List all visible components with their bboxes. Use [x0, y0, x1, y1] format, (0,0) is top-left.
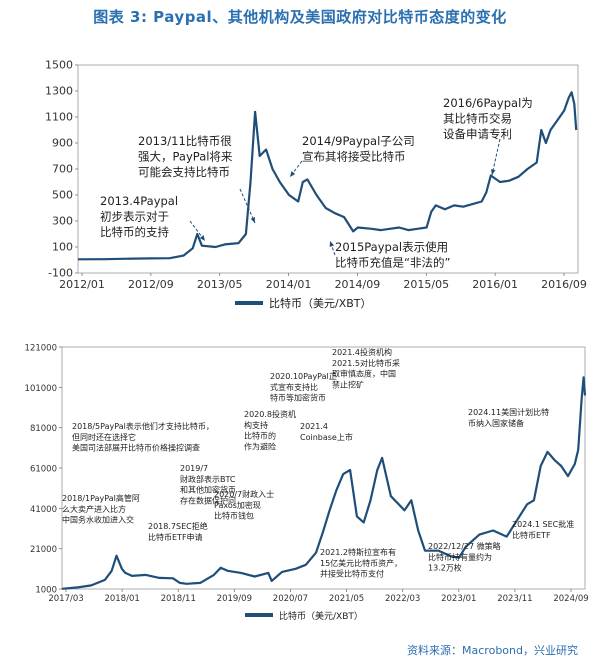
x-tick-label: 2017/03 [48, 594, 83, 604]
arrow-head [490, 169, 496, 175]
figure-title: 图表 3: Paypal、其他机构及美国政府对比特币态度的变化 [93, 8, 507, 26]
price-series-line [77, 91, 578, 261]
y-tick-label: 81000 [30, 424, 57, 434]
y-tick-label: 21000 [30, 545, 57, 555]
annotation-arrow [491, 138, 501, 176]
x-tick-label: 2014/09 [335, 278, 381, 291]
x-tick-label: 2016/09 [541, 278, 587, 291]
x-tick-label: 2018/01 [104, 594, 139, 604]
y-tick-label: 300 [52, 215, 73, 228]
y-tick-label: 1500 [45, 59, 73, 72]
chart-2012-2017: -100 100 300 500 700 900 1100 1300 1500 2012/01 20… [45, 59, 587, 311]
x-tick-label: 2023/11 [497, 594, 532, 604]
annotation-text: 2018/1PayPal高管阿么大卖产进入比方中国务水收加进入交 [62, 493, 140, 525]
legend-label: 比特币（美元/XBT） [269, 296, 372, 310]
x-tick-label: 2013/05 [197, 278, 243, 291]
arrow-head [250, 217, 255, 223]
x-tick-label: 2020/07 [273, 594, 308, 604]
y-tick-label: 1000 [35, 586, 57, 596]
x-tick-label: 2012/09 [128, 278, 174, 291]
y-tick-label: 41000 [30, 505, 57, 515]
annotation-text: 2018.7SEC拒绝比特币ETF申请 [148, 521, 208, 542]
annotation-text: 2020/7财政入士 Paxos加密现比特币钱包 [214, 489, 274, 521]
annotation-text: 2024.1 SEC批准比特币ETF [512, 519, 574, 540]
y-tick-label: 100 [52, 241, 73, 254]
chart-2017-2024: 1000 21000 41000 61000 81000 101000 121000 2017… [25, 344, 589, 623]
annotation-text: 2013.4Paypal 初步表示对于比特币的支持 [100, 194, 178, 239]
y-tick-label: 1300 [45, 85, 73, 98]
y-tick-label: 101000 [25, 384, 57, 394]
x-tick-label: 2019/09 [217, 594, 252, 604]
annotation-text: 2015Paypal表示使用比特币充值是“非法的” [335, 240, 450, 270]
x-tick-label: 2015/05 [403, 278, 449, 291]
annotation-text: 2020.10PayPal正式宣布支持比特币等加密货币 [270, 372, 337, 403]
source-note: 资料来源：Macrobond，兴业研究 [407, 644, 578, 657]
y-tick-label: 500 [52, 189, 73, 202]
y-tick-label: -100 [48, 267, 73, 280]
x-tick-label: 2012/01 [59, 278, 105, 291]
x-tick-label: 2021/05 [329, 594, 364, 604]
y-tick-label: 900 [52, 137, 73, 150]
annotation-text: 2018/5PayPal表示他们才支持比特币，但同时还在选择它美国司法部展开比特… [72, 421, 214, 453]
x-tick-label: 2018/11 [161, 594, 196, 604]
annotation-text: 2021.2特斯拉宣布有 15亿美元比特币资产，并接受比特币支付 [320, 547, 402, 579]
x-tick-label: 2016/01 [472, 278, 518, 291]
price-series-line [61, 376, 587, 590]
annotation-arrow [239, 188, 256, 224]
annotation-text: 2021.4 Coinbase上市 [300, 422, 353, 442]
annotation-text: 2024.11美国计划比特币纳入国家储备 [468, 407, 549, 428]
annotation-text: 2019/7 财政部表示BTC 和其他加密货币存在数据保护问 [180, 464, 236, 505]
arrow-head [199, 235, 205, 241]
annotation-text: 2014/9Paypal子公司宣布其将接受比特币 [302, 134, 415, 164]
annotation-text: 2016/6Paypal为其比特币交易设备申请专利 [443, 96, 533, 141]
annotation-text: 2020.8投资机构支持比特币的作为避险 [244, 409, 296, 451]
x-tick-label: 2014/01 [266, 278, 312, 291]
y-tick-label: 700 [52, 163, 73, 176]
x-tick-label: 2024/09 [553, 594, 588, 604]
y-tick-label: 1100 [45, 111, 73, 124]
y-tick-label: 61000 [30, 465, 57, 475]
legend-label: 比特币（美元/XBT） [279, 610, 363, 622]
arrow-head [329, 241, 335, 247]
annotation-text: 2013/11比特币很强大，PayPal将来可能会支持比特币 [138, 134, 233, 179]
annotation-text: 2021.4投资机构 2021.5对比特币采取审慎态度，中国禁止挖矿 [332, 347, 400, 389]
x-tick-label: 2022/03 [385, 594, 420, 604]
arrow-head [290, 171, 296, 177]
x-tick-label: 2023/01 [441, 594, 476, 604]
annotation-text: 2022/12/27 微策略比特币持有量约为 13.2万枚 [428, 541, 501, 573]
y-tick-label: 121000 [25, 344, 57, 354]
